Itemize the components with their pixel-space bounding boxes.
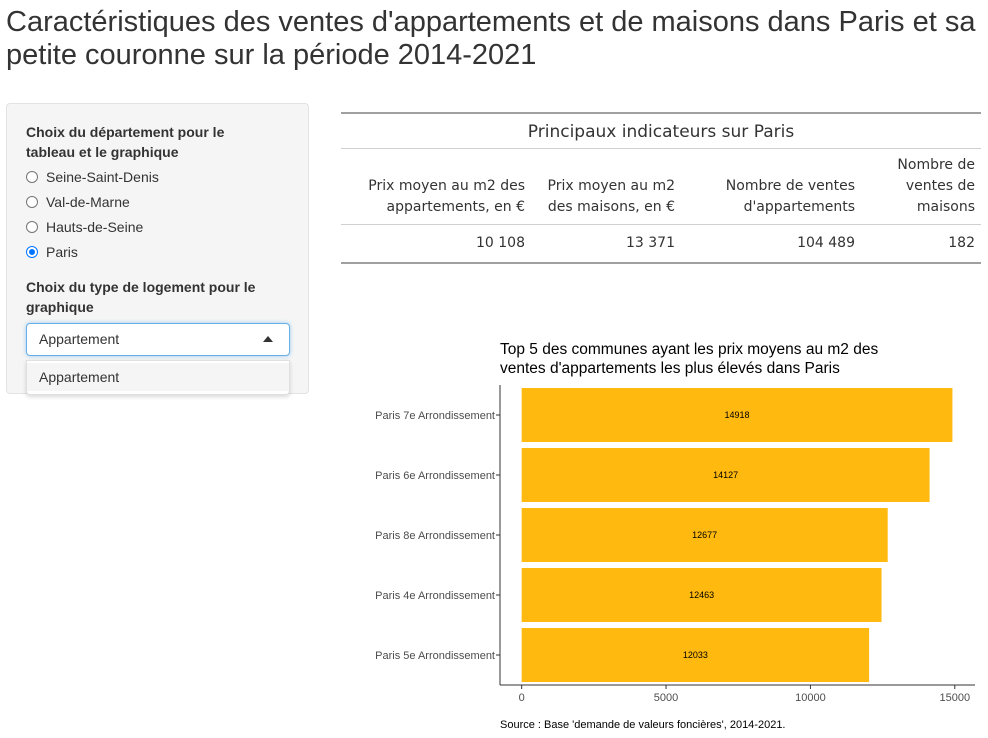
radio-button[interactable]: [26, 171, 38, 183]
chart-bar: [521, 508, 888, 562]
chart-bar: [521, 388, 953, 442]
chart-bar: [521, 568, 882, 622]
chart-bar: [521, 628, 870, 682]
chart-title-line: ventes d'appartements les plus élevés da…: [500, 360, 840, 377]
table-caption: Principaux indicateurs sur Paris: [341, 112, 981, 149]
table-cell: 10 108: [341, 224, 531, 264]
radio-label: Hauts-de-Seine: [46, 219, 144, 235]
chart-source-caption: Source : Base 'demande de valeurs fonciè…: [500, 719, 786, 731]
radio-button[interactable]: [26, 221, 38, 233]
logement-dropdown: Appartement: [26, 360, 290, 395]
chart-title-line: Top 5 des communes ayant les prix moyens…: [500, 341, 878, 358]
y-tick-label: Paris 4e Arrondissement: [375, 590, 495, 602]
x-tick-label: 0: [519, 692, 525, 704]
bar-value-label: 12677: [692, 530, 717, 540]
chart-title: Top 5 des communes ayant les prix moyens…: [500, 341, 878, 377]
indicator-table: Principaux indicateurs sur Paris Prix mo…: [341, 112, 981, 264]
y-tick-label: Paris 8e Arrondissement: [375, 530, 495, 542]
dropdown-option-appartement[interactable]: Appartement: [27, 363, 289, 391]
table-header-row: Prix moyen au m2 des appartements, en € …: [341, 149, 981, 225]
radio-label: Val-de-Marne: [46, 194, 130, 210]
y-tick-label: Paris 5e Arrondissement: [375, 650, 495, 662]
radio-hauts-de-seine[interactable]: Hauts-de-Seine: [26, 217, 143, 237]
table-cell: 104 489: [681, 224, 861, 264]
radio-val-de-marne[interactable]: Val-de-Marne: [26, 192, 130, 212]
sidebar-panel: Choix du département pour le tableau et …: [6, 103, 309, 395]
radio-seine-saint-denis[interactable]: Seine-Saint-Denis: [26, 167, 159, 187]
logement-select[interactable]: Appartement: [26, 323, 290, 356]
table-cell: 13 371: [531, 224, 681, 264]
column-header: Prix moyen au m2 des appartements, en €: [341, 149, 531, 225]
radio-button-checked[interactable]: [26, 246, 38, 258]
bar-value-label: 12033: [683, 650, 708, 660]
chart-x-axis: 0 5000 10000 15000: [500, 684, 975, 704]
chart-y-axis: Paris 7e Arrondissement Paris 6e Arrondis…: [375, 385, 501, 685]
x-tick-label: 10000: [795, 692, 826, 704]
select-value: Appartement: [39, 331, 120, 347]
x-tick-label: 5000: [654, 692, 678, 704]
departement-label: Choix du département pour le tableau et …: [26, 124, 225, 160]
chart-bars: 14918 14127 12677 12463 12033: [521, 388, 953, 682]
radio-label: Seine-Saint-Denis: [46, 169, 159, 185]
table-row: 10 108 13 371 104 489 182: [341, 224, 981, 264]
y-tick-label: Paris 7e Arrondissement: [375, 410, 495, 422]
x-tick-label: 15000: [939, 692, 970, 704]
bar-value-label: 14127: [713, 470, 738, 480]
column-header: Prix moyen au m2 des maisons, en €: [531, 149, 681, 225]
bar-chart: Top 5 des communes ayant les prix moyens…: [375, 341, 975, 731]
y-tick-label: Paris 6e Arrondissement: [375, 470, 495, 482]
page-title: Caractéristiques des ventes d'appartemen…: [6, 6, 976, 71]
chart-caption: Source : Base 'demande de valeurs fonciè…: [500, 719, 786, 731]
chart-bar: [521, 448, 930, 502]
bar-value-label: 14918: [725, 410, 750, 420]
radio-label: Paris: [46, 244, 78, 260]
radio-paris[interactable]: Paris: [26, 242, 78, 262]
column-header: Nombre de ventes d'appartements: [681, 149, 861, 225]
radio-button[interactable]: [26, 196, 38, 208]
caret-up-icon: [263, 336, 273, 342]
bar-value-label: 12463: [689, 590, 714, 600]
logement-label: Choix du type de logement pour le graphi…: [26, 279, 256, 315]
column-header: Nombre de ventes de maisons: [861, 149, 981, 225]
table-cell: 182: [861, 224, 981, 264]
